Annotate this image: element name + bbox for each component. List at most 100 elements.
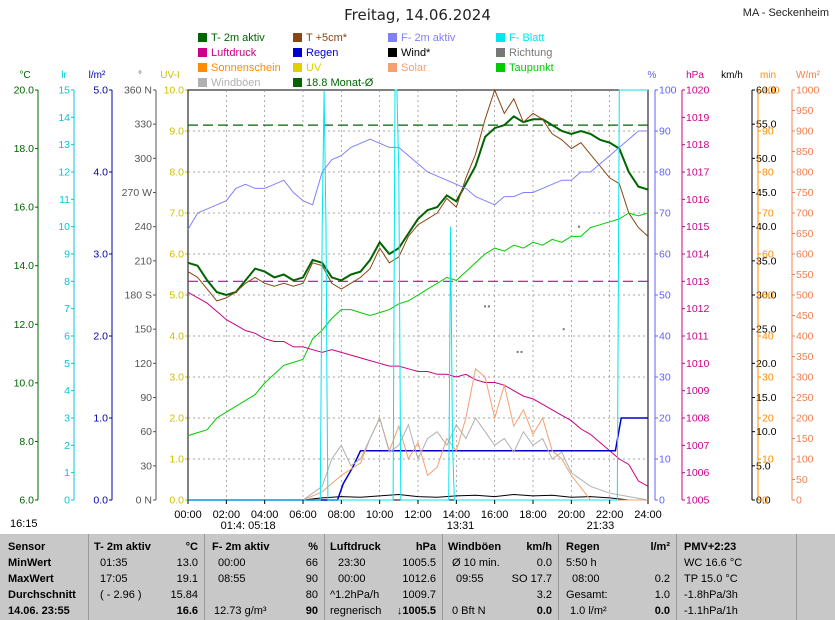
axis-tick-label-direction: 60: [140, 426, 152, 438]
axis-tick-label-wind: 0.0: [756, 495, 771, 507]
series-line-2: [187, 130, 648, 230]
axis-tick-label-direction: 150: [134, 324, 152, 336]
humidity-max-value: 90: [305, 573, 318, 585]
series-line-8: [188, 416, 649, 501]
temp-max-time: 17:05: [100, 573, 128, 585]
temp-min-value: 13.0: [176, 557, 198, 569]
axis-tick-label-sunshine: 10: [762, 454, 774, 466]
legend-label: Solar: [401, 62, 427, 74]
axis-tick-label-solar: 500: [796, 290, 814, 302]
direction-point: [520, 350, 523, 353]
legend-swatch: [198, 33, 207, 42]
axis-tick-label-rain: 5.0: [93, 85, 108, 97]
legend-swatch: [388, 48, 397, 57]
axis-tick-label-wind: 25.0: [756, 324, 777, 336]
axis-tick-label-leaf_wet: 2: [64, 440, 70, 452]
axis-tick-label-wind: 5.0: [756, 460, 771, 472]
pressure-avg-value: 1009.7: [402, 589, 436, 601]
legend-item: T +5cm*: [293, 31, 347, 46]
axis-tick-label-humidity: 20: [659, 413, 671, 425]
humidity-min-time: 00:00: [218, 557, 246, 569]
axis-tick-label-sunshine: 20: [762, 413, 774, 425]
axis-tick-label-wind: 15.0: [756, 392, 777, 404]
x-tick-label: 18:00: [519, 509, 547, 521]
legend-label: 18.8 Monat-Ø: [306, 77, 374, 89]
axis-tick-label-sunshine: 70: [762, 208, 774, 220]
axis-tick-label-direction: 240: [134, 221, 152, 233]
summary-table: Sensor MinWert MaxWert Durchschnitt 14.0…: [0, 534, 835, 620]
direction-point: [578, 225, 580, 228]
legend-label: T- 2m aktiv: [211, 32, 265, 44]
legend-item: Taupunkt: [496, 61, 554, 76]
axis-tick-label-leaf_wet: 9: [64, 249, 70, 261]
axis-tick-label-leaf_wet: 14: [58, 112, 70, 124]
axis-tick-label-pressure: 1010: [686, 358, 710, 370]
axis-tick-label-solar: 450: [796, 310, 814, 322]
axis-tick-label-sunshine: 80: [762, 167, 774, 179]
table-col-gusts: Windböen km/h Ø 10 min. 0.0 09:55 SO 17.…: [442, 534, 559, 620]
gusts-unit: km/h: [526, 541, 552, 553]
rain-header: Regen: [566, 541, 600, 553]
axis-title-leaf_wet: lr: [61, 70, 67, 81]
axis-tick-label-wind: 35.0: [756, 255, 777, 267]
legend-swatch: [198, 78, 207, 87]
axis-tick-label-pressure: 1019: [686, 112, 710, 124]
x-tick-label: 22:00: [596, 509, 624, 521]
axis-tick-label-rain: 1.0: [93, 413, 108, 425]
axis-tick-label-leaf_wet: 0: [64, 495, 70, 507]
axis-tick-label-wind: 40.0: [756, 221, 777, 233]
axis-tick-label-sunshine: 60: [762, 249, 774, 261]
humidity-absolute: 12.73 g/m³: [214, 605, 267, 617]
axis-tick-label-temp_c: 6.0: [19, 495, 34, 507]
legend-swatch: [388, 33, 397, 42]
legend-swatch: [293, 63, 302, 72]
axis-tick-label-solar: 850: [796, 146, 814, 158]
avg-label: Durchschnitt: [8, 589, 76, 601]
rain-max-time: 08:00: [572, 573, 600, 585]
direction-point: [487, 305, 490, 308]
table-col-pmv: PMV+2:23 WC 16.6 °C TP 15.0 °C -1.8hPa/3…: [676, 534, 797, 620]
axis-tick-label-solar: 250: [796, 392, 814, 404]
series-line-9: [188, 89, 648, 501]
table-col-rain: Regen l/m² 5:50 h 08:00 0.2 Gesamt: 1.0 …: [558, 534, 677, 620]
rain-max-value: 0.2: [654, 573, 670, 585]
legend-item: F- Blatt: [496, 31, 544, 46]
station-name: MA - Seckenheim: [742, 7, 829, 19]
legend-item: Sonnenschein: [198, 61, 281, 76]
table-col-humidity: F- 2m aktiv % 00:00 66 08:55 90 80 12.73…: [204, 534, 325, 620]
direction-point: [484, 305, 487, 308]
legend-swatch: [388, 63, 397, 72]
legend-item: UV: [293, 61, 321, 76]
axis-tick-label-leaf_wet: 1: [64, 467, 70, 479]
pressure-min-value: 1005.5: [402, 557, 436, 569]
legend-swatch: [198, 48, 207, 57]
axis-tick-label-uv: 0.0: [169, 495, 184, 507]
humidity-max-time: 08:55: [218, 573, 246, 585]
axis-tick-label-wind: 20.0: [756, 358, 777, 370]
pressure-min-time: 23:30: [338, 557, 366, 569]
direction-point: [562, 328, 565, 331]
axis-tick-label-leaf_wet: 12: [58, 167, 70, 179]
x-tick-label: 20:00: [558, 509, 586, 521]
axis-tick-label-uv: 4.0: [169, 331, 184, 343]
gusts-current-value: 0.0: [536, 605, 552, 617]
x-tick-label: 10:00: [366, 509, 394, 521]
legend-item: Windböen: [198, 76, 261, 91]
legend-swatch: [293, 48, 302, 57]
axis-tick-label-humidity: 100: [659, 85, 677, 97]
legend-label: Wind*: [401, 47, 431, 59]
axis-title-direction: °: [138, 70, 142, 81]
axis-tick-label-leaf_wet: 7: [64, 303, 70, 315]
axis-tick-label-pressure: 1011: [686, 331, 709, 343]
axis-tick-label-pressure: 1009: [686, 385, 710, 397]
axis-tick-label-uv: 2.0: [169, 413, 184, 425]
axis-tick-label-direction: 180 S: [125, 290, 152, 302]
pressure-max-time: 00:00: [338, 573, 366, 585]
axis-tick-label-leaf_wet: 11: [59, 194, 70, 206]
axis-tick-label-pressure: 1012: [686, 303, 710, 315]
axis-tick-label-solar: 300: [796, 372, 814, 384]
humidity-header: F- 2m aktiv: [212, 541, 270, 553]
axis-tick-label-leaf_wet: 13: [58, 139, 70, 151]
axis-tick-label-humidity: 50: [659, 290, 671, 302]
x-tick-label: 08:00: [328, 509, 356, 521]
